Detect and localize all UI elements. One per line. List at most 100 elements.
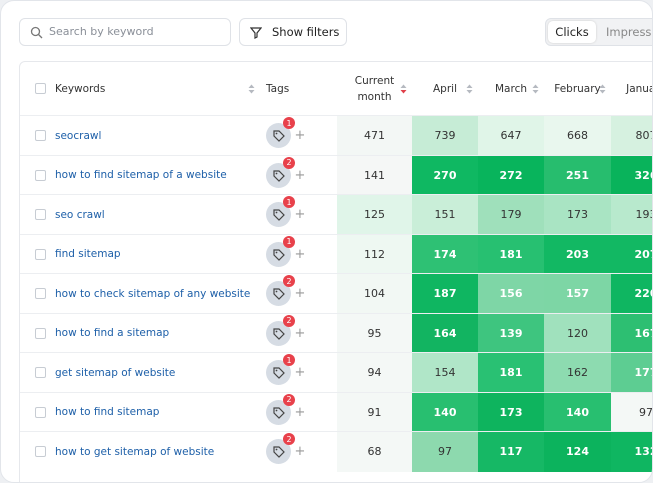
- tag-count-badge: 1: [283, 235, 295, 248]
- value-cell: 174: [412, 234, 478, 274]
- value-cell: 91: [337, 392, 412, 432]
- row-divider: [20, 352, 652, 353]
- value-cell: 220: [611, 274, 652, 314]
- search-box[interactable]: Search by keyword: [19, 18, 231, 46]
- tag-icon: [273, 169, 285, 182]
- value-cell: 167: [611, 313, 652, 353]
- value-cell: 97: [611, 392, 652, 432]
- value-cell: 140: [544, 392, 611, 432]
- column-header[interactable]: Keywords: [55, 82, 106, 95]
- value-cell: 68: [337, 432, 412, 472]
- row-divider: [20, 115, 652, 116]
- add-tag[interactable]: +: [294, 207, 306, 223]
- value-cell: 193: [611, 195, 652, 235]
- row-checkbox[interactable]: [35, 367, 46, 378]
- metric-toggle: Clicks Impressions: [545, 18, 652, 46]
- row-checkbox[interactable]: [35, 248, 46, 260]
- keyword-link[interactable]: seo crawl: [55, 208, 105, 221]
- row-divider: [20, 391, 652, 393]
- keyword-link[interactable]: seocrawl: [55, 129, 102, 142]
- row-divider: [20, 431, 652, 432]
- value-cell: 117: [478, 432, 544, 472]
- value-cell: 124: [544, 432, 611, 472]
- sort-icon[interactable]: [532, 84, 539, 94]
- tag-icon: [273, 367, 285, 379]
- row-checkbox[interactable]: [35, 288, 46, 299]
- add-tag[interactable]: +: [294, 404, 306, 420]
- filter-icon: [250, 27, 262, 39]
- value-cell: 157: [544, 274, 611, 314]
- add-tag[interactable]: +: [294, 325, 306, 341]
- value-cell: 112: [337, 234, 412, 274]
- value-cell: 179: [478, 195, 544, 235]
- value-cell: 120: [544, 313, 611, 353]
- column-header[interactable]: Tags: [266, 82, 290, 95]
- row-divider: [20, 194, 652, 195]
- value-cell: 95: [337, 313, 412, 353]
- value-cell: 181: [478, 234, 544, 274]
- column-header[interactable]: April: [433, 82, 457, 95]
- value-cell: 141: [337, 155, 412, 195]
- column-header[interactable]: March: [494, 82, 527, 95]
- sort-icon[interactable]: [400, 84, 407, 94]
- value-cell: 251: [544, 155, 611, 195]
- value-cell: 270: [412, 155, 478, 195]
- keyword-link[interactable]: how to find sitemap: [55, 406, 160, 419]
- row-checkbox[interactable]: [35, 130, 46, 141]
- column-header[interactable]: January: [626, 82, 652, 95]
- row-divider: [20, 273, 652, 274]
- value-cell: 140: [412, 392, 478, 432]
- filter-button[interactable]: Show filters: [239, 18, 347, 46]
- row-checkbox[interactable]: [35, 327, 46, 339]
- tag-count-badge: 1: [283, 117, 295, 129]
- add-tag[interactable]: +: [294, 365, 306, 381]
- column-header[interactable]: Current month: [354, 74, 395, 103]
- add-tag[interactable]: +: [294, 128, 306, 144]
- sort-icon[interactable]: [248, 84, 255, 94]
- keyword-link[interactable]: how to find a sitemap: [55, 327, 170, 340]
- tag-count-badge: 2: [283, 314, 295, 327]
- add-tag[interactable]: +: [294, 246, 306, 262]
- column-header[interactable]: February: [554, 82, 601, 95]
- add-tag[interactable]: +: [294, 444, 306, 460]
- tag-icon: [273, 130, 285, 142]
- table: Keywords Tags Current month April March Febru…: [19, 61, 652, 482]
- toggle-option[interactable]: Clicks: [548, 21, 596, 43]
- row-divider: [20, 154, 652, 156]
- value-cell: 132: [611, 432, 652, 472]
- row-checkbox[interactable]: [35, 169, 46, 181]
- keyword-link[interactable]: how to check sitemap of any website: [55, 287, 251, 300]
- tag-icon: [273, 209, 285, 221]
- value-cell: 326: [611, 155, 652, 195]
- row-checkbox[interactable]: [35, 209, 46, 220]
- value-cell: 139: [478, 313, 544, 353]
- keyword-link[interactable]: get sitemap of website: [55, 366, 176, 379]
- value-cell: 97: [412, 432, 478, 472]
- row-checkbox[interactable]: [35, 446, 46, 457]
- keyword-link[interactable]: how to find sitemap of a website: [55, 169, 227, 182]
- value-cell: 162: [544, 353, 611, 393]
- tag-icon: [273, 327, 285, 340]
- row-checkbox[interactable]: [35, 406, 46, 418]
- tag-count-badge: 1: [283, 354, 295, 366]
- value-cell: 207: [611, 234, 652, 274]
- add-tag[interactable]: +: [294, 286, 306, 302]
- sort-icon[interactable]: [599, 84, 606, 94]
- tag-icon: [273, 446, 285, 458]
- toggle-option[interactable]: Impressions: [606, 25, 652, 39]
- tag-count-badge: 2: [283, 393, 295, 406]
- tag-icon: [273, 406, 285, 419]
- search-placeholder: Search by keyword: [49, 25, 154, 38]
- keyword-link[interactable]: how to get sitemap of website: [55, 445, 215, 458]
- add-tag[interactable]: +: [294, 167, 306, 183]
- value-cell: 125: [337, 195, 412, 235]
- sort-icon[interactable]: [466, 84, 473, 94]
- tag-count-badge: 2: [283, 433, 295, 445]
- value-cell: 94: [337, 353, 412, 393]
- keyword-link[interactable]: find sitemap: [55, 248, 121, 261]
- filter-label: Show filters: [272, 25, 340, 39]
- value-cell: 173: [544, 195, 611, 235]
- value-cell: 177: [611, 353, 652, 393]
